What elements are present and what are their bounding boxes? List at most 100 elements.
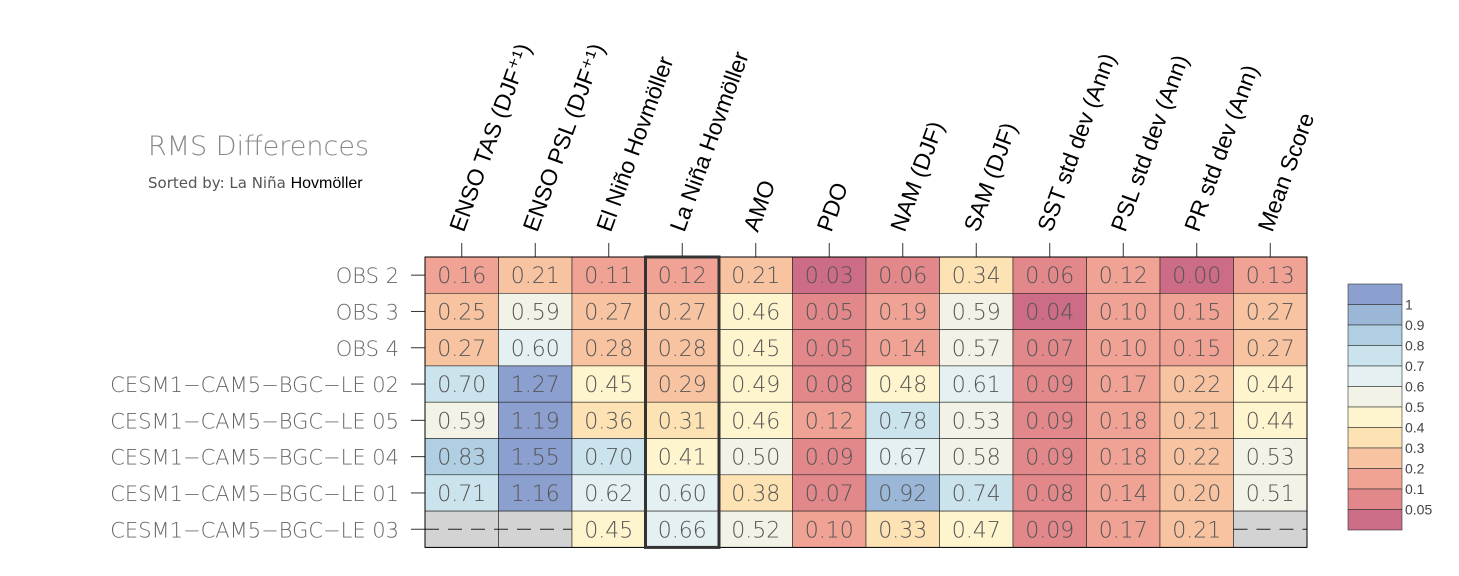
heatmap-cell <box>1233 329 1308 367</box>
colorbar-label: 0.7 <box>1405 358 1425 374</box>
column-label-el-ni-o-hovm-ller: El Niño Hovmöller <box>591 53 678 235</box>
cell-value: 0.09 <box>1025 373 1074 398</box>
cell-value: 0.09 <box>1025 409 1074 434</box>
colorbar-swatch <box>1347 345 1403 367</box>
heatmap-cell <box>424 292 499 330</box>
heatmap-cell <box>1233 256 1308 294</box>
column-labels: ENSO TAS (DJF⁺¹)ENSO PSL (DJF⁺¹)El Niño … <box>444 40 1319 235</box>
heatmap-cell-labels: 0.16 0.21 0.11 0.12 0.21 0.03 0.06 0.34 0.06 0.12… <box>425 264 1307 543</box>
cell-value: 0.09 <box>805 446 854 471</box>
heatmap-cell <box>1086 292 1161 330</box>
cell-value: 0.60 <box>511 337 560 362</box>
column-label-la-ni-a-hovm-ller: La Niña Hovmöller <box>665 48 754 235</box>
heatmap-cell <box>865 438 940 476</box>
row-label-cesm1-cam5-bgc-le-02: CESM1−CAM5−BGC−LE 02 <box>110 373 399 397</box>
cell-value: 0.67 <box>878 446 927 471</box>
cell-value: 0.41 <box>658 446 707 471</box>
colorbar-label: 0.5 <box>1405 399 1425 415</box>
colorbar-swatch <box>1347 386 1403 408</box>
cell-value: 1.16 <box>511 482 560 507</box>
heatmap-cell <box>1012 292 1087 330</box>
cell-value: 0.59 <box>511 300 560 325</box>
heatmap-cell <box>1086 365 1161 403</box>
colorbar-swatch <box>1347 406 1403 428</box>
cell-value: 0.07 <box>1025 337 1074 362</box>
cell-value: 0.17 <box>1099 373 1148 398</box>
heatmap-cell <box>571 365 646 403</box>
cell-value: 0.17 <box>1099 518 1148 543</box>
cell-value: 0.21 <box>731 264 780 289</box>
row-label-obs-4: OBS 4 <box>336 337 399 361</box>
cell-value: 0.78 <box>878 409 927 434</box>
cell-value: 0.92 <box>878 482 927 507</box>
cell-value: 0.28 <box>658 337 707 362</box>
colorbar-label: 0.3 <box>1405 440 1425 456</box>
cell-value: 0.12 <box>805 409 854 434</box>
colorbar-swatch <box>1347 488 1403 510</box>
cell-value: 0.18 <box>1099 446 1148 471</box>
cell-value: 0.36 <box>584 409 633 434</box>
cell-value: 0.15 <box>1172 337 1221 362</box>
cell-value: 0.11 <box>584 264 633 289</box>
cell-value: 1.55 <box>511 446 560 471</box>
colorbar-label: 0.8 <box>1405 338 1425 354</box>
chart-subtitle: Sorted by: La Niña Hovmöller <box>148 174 363 192</box>
cell-value: 0.49 <box>731 373 780 398</box>
row-label-obs-3: OBS 3 <box>336 300 399 324</box>
column-label-amo: AMO <box>738 177 780 235</box>
cell-value: 0.14 <box>1099 482 1148 507</box>
cell-value: 0.66 <box>658 518 707 543</box>
cell-value: 0.16 <box>437 264 486 289</box>
cell-value: 0.45 <box>584 518 633 543</box>
colorbar-label: 0.9 <box>1405 317 1425 333</box>
highlighted-column-box <box>644 255 721 549</box>
cell-value: 0.05 <box>805 337 854 362</box>
cell-value: 0.34 <box>952 264 1001 289</box>
cell-value: 0.14 <box>878 337 927 362</box>
heatmap-cell <box>498 510 573 548</box>
heatmap-cell <box>865 474 940 512</box>
heatmap-cell <box>498 292 573 330</box>
heatmap-cell <box>865 510 940 548</box>
heatmap-cell <box>792 474 867 512</box>
cell-value: 0.29 <box>658 373 707 398</box>
heatmap-cell <box>718 256 793 294</box>
cell-value: 0.45 <box>584 373 633 398</box>
colorbar-swatch <box>1347 468 1403 490</box>
heatmap-cell <box>1012 438 1087 476</box>
heatmap-cell <box>645 474 720 512</box>
cell-value: 0.44 <box>1246 373 1295 398</box>
cell-value: 0.53 <box>1246 446 1295 471</box>
cell-value: 0.71 <box>437 482 486 507</box>
heatmap-cell <box>424 438 499 476</box>
subtitle-bold: Hovmöller <box>291 175 364 192</box>
column-label-mean-score: Mean Score <box>1253 109 1320 234</box>
heatmap-cell <box>645 510 720 548</box>
column-label-nam-djf: NAM (DJF) <box>885 118 949 235</box>
colorbar-swatch <box>1347 365 1403 387</box>
heatmap-cell <box>424 329 499 367</box>
heatmap-cell <box>865 292 940 330</box>
colorbar-label: 0.6 <box>1405 379 1425 395</box>
heatmap-cell <box>792 365 867 403</box>
cell-value: 1.27 <box>511 373 560 398</box>
cell-value: 0.57 <box>952 337 1001 362</box>
cell-value: 0.45 <box>731 337 780 362</box>
heatmap-cell <box>792 256 867 294</box>
heatmap-cell <box>865 329 940 367</box>
cell-value: 0.21 <box>511 264 560 289</box>
heatmap-cell <box>1159 401 1234 439</box>
heatmap-cell <box>939 510 1014 548</box>
subtitle-prefix: Sorted by: La Niña <box>148 174 291 192</box>
cell-value: 0.31 <box>658 409 707 434</box>
cell-value: 0.74 <box>952 482 1001 507</box>
row-label-obs-2: OBS 2 <box>336 264 399 288</box>
cell-value: 0.52 <box>731 518 780 543</box>
heatmap-cell <box>424 474 499 512</box>
cell-value: 0.15 <box>1172 300 1221 325</box>
colorbar-label: 0.2 <box>1405 461 1425 477</box>
cell-value: 0.38 <box>731 482 780 507</box>
cell-value: 0.09 <box>1025 446 1074 471</box>
heatmap-cell <box>571 401 646 439</box>
